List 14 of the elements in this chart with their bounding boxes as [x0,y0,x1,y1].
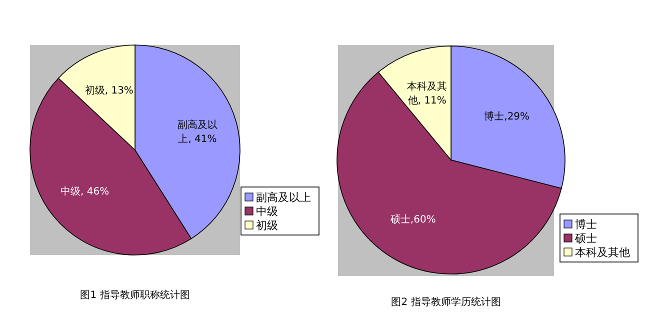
legend-label: 硕士 [574,232,597,245]
data-label: 初级, 13% [84,84,134,96]
data-label: 硕士,60% [389,213,436,226]
legend-label: 初级 [256,219,278,232]
data-label: 博士,29% [484,110,530,122]
data-label: 本科及其他, 11% [407,80,448,106]
legend-label: 中级 [256,205,278,218]
legend-label: 博士 [575,218,597,231]
legend-label: 副高及以上 [256,191,311,204]
caption: 图1 指导教师职称统计图 [80,289,190,301]
data-label: 中级, 46% [60,185,110,198]
data-label: 副高及以上, 41% [178,118,218,145]
caption: 图2 指导教师学历统计图 [391,296,501,308]
legend-label: 本科及其他 [575,246,630,259]
